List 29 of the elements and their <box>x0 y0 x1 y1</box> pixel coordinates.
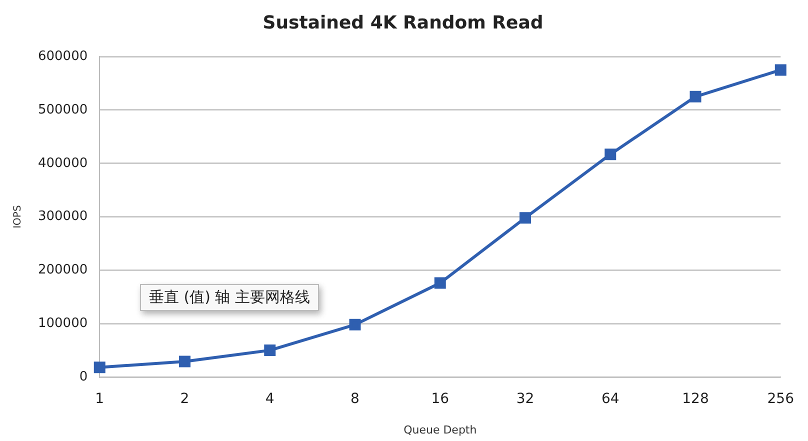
y-tick-label: 0 <box>79 369 88 384</box>
x-tick-label: 32 <box>516 391 534 408</box>
point <box>434 277 446 289</box>
point <box>690 90 702 102</box>
point <box>520 212 531 224</box>
x-axis-title: Queue Depth <box>404 423 477 436</box>
y-tick-label: 300000 <box>38 209 88 224</box>
y-tick-label: 600000 <box>38 48 88 64</box>
x-tick-label: 1 <box>95 391 104 408</box>
y-axis-title: IOPS <box>12 205 24 228</box>
point <box>94 362 106 374</box>
x-tick-label: 256 <box>767 391 794 408</box>
annotation: 垂直 (值) 轴 主要网格线 <box>140 284 320 311</box>
point <box>179 356 190 368</box>
y-tick-label: 500000 <box>38 102 88 118</box>
x-tick-label: 8 <box>350 391 360 408</box>
x-tick-label: 4 <box>265 391 274 408</box>
x-tick-label: 64 <box>601 391 620 408</box>
point <box>349 318 361 330</box>
point <box>264 344 276 356</box>
x-tick-label: 128 <box>682 391 709 408</box>
y-tick-label: 400000 <box>38 156 88 171</box>
chart-title: Sustained 4K Random Read <box>262 12 544 34</box>
point <box>774 64 786 76</box>
y-tick-label: 100000 <box>38 316 88 331</box>
y-tick-label: 200000 <box>38 262 88 278</box>
x-tick-label: 16 <box>431 391 450 408</box>
x-tick-label: 2 <box>180 391 190 408</box>
point <box>604 148 616 160</box>
